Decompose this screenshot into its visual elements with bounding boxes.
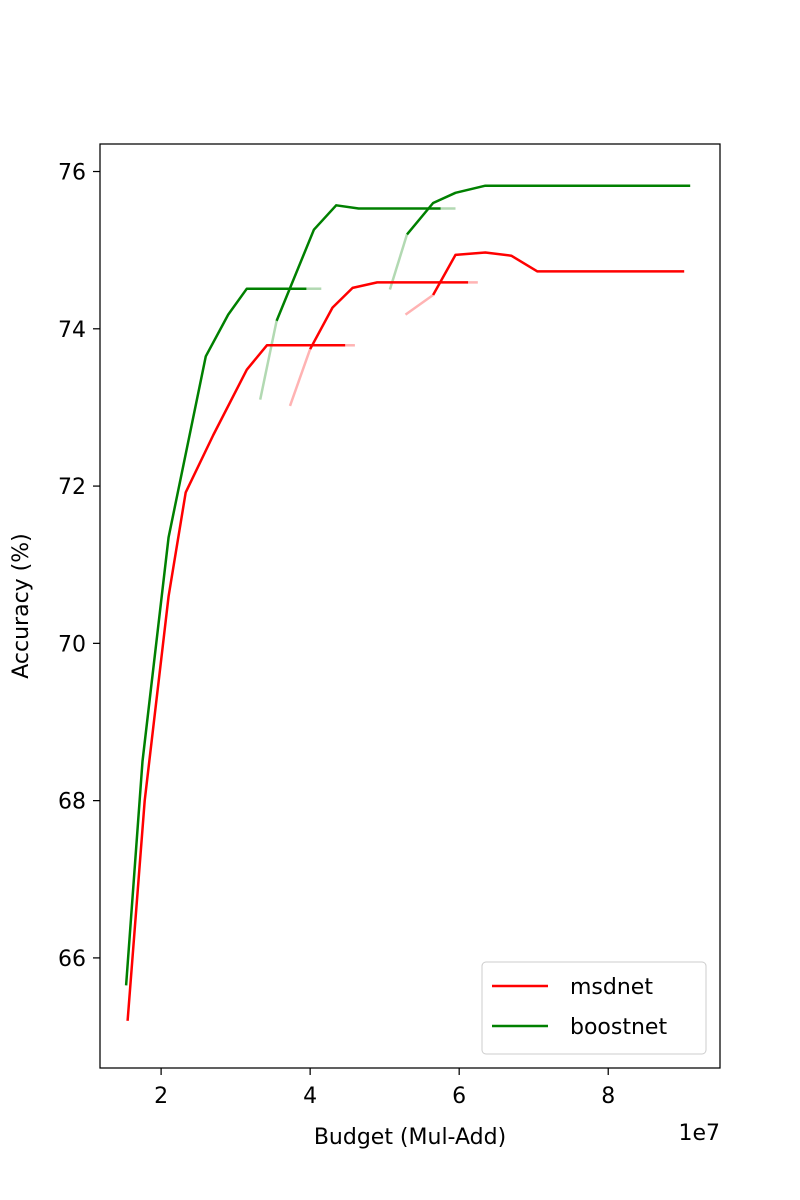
faint-segment-2 <box>404 293 434 316</box>
x-tick-label: 2 <box>154 1084 168 1109</box>
series-line-boostnet-4 <box>275 204 441 322</box>
x-axis-label: Budget (Mul-Add) <box>314 1125 506 1150</box>
y-tick-label: 72 <box>58 475 86 500</box>
y-tick-label: 76 <box>58 161 86 186</box>
faint-segments <box>258 207 478 407</box>
series-line-boostnet-3 <box>124 287 307 986</box>
x-axis-offset-label: 1e7 <box>678 1121 720 1146</box>
x-tick-label: 4 <box>303 1084 317 1109</box>
series-lines <box>124 184 691 1021</box>
series-line-msdnet-1 <box>308 281 469 350</box>
y-axis-label: Accuracy (%) <box>9 533 34 679</box>
y-tick-label: 70 <box>58 632 86 657</box>
y-tick-label: 68 <box>58 790 86 815</box>
series-line-boostnet-5 <box>406 184 691 236</box>
faint-segment-0 <box>288 348 312 407</box>
series-line-msdnet-2 <box>432 251 685 296</box>
x-tick-label: 6 <box>452 1084 466 1109</box>
x-tick-label: 8 <box>601 1084 615 1109</box>
legend-label-boostnet: boostnet <box>570 1015 667 1040</box>
faint-segment-4 <box>258 320 278 400</box>
series-line-msdnet-0 <box>126 344 346 1021</box>
y-tick-label: 66 <box>58 947 86 972</box>
plot-frame <box>99 143 721 1069</box>
y-tick-label: 74 <box>58 318 86 343</box>
legend-label-msdnet: msdnet <box>570 975 653 1000</box>
faint-segment-6 <box>388 234 409 290</box>
legend: msdnet boostnet <box>481 961 707 1055</box>
